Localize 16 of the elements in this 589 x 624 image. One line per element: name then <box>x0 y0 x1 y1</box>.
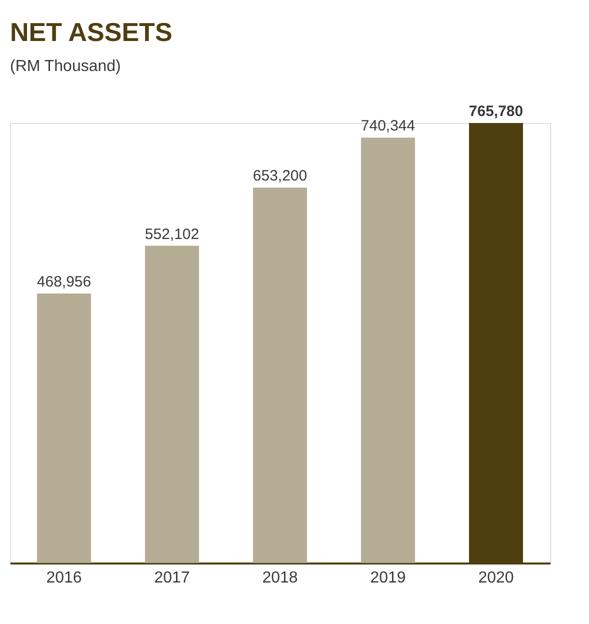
x-tick-label: 2016 <box>46 570 82 586</box>
x-tick-label: 2020 <box>478 570 514 586</box>
chart-subtitle: (RM Thousand) <box>10 58 121 75</box>
bar <box>253 188 307 563</box>
bar <box>145 246 199 563</box>
data-label: 653,200 <box>252 168 308 185</box>
x-tick-label: 2018 <box>262 570 298 586</box>
bar <box>37 294 91 563</box>
x-tick-label: 2019 <box>370 570 406 586</box>
chart-title: NET ASSETS <box>10 17 172 47</box>
data-label: 552,102 <box>144 226 200 243</box>
bar <box>361 138 415 563</box>
x-tick-label: 2017 <box>154 570 190 586</box>
data-label: 468,956 <box>36 274 92 291</box>
data-label: 740,344 <box>360 118 416 135</box>
data-label: 765,780 <box>468 103 524 120</box>
